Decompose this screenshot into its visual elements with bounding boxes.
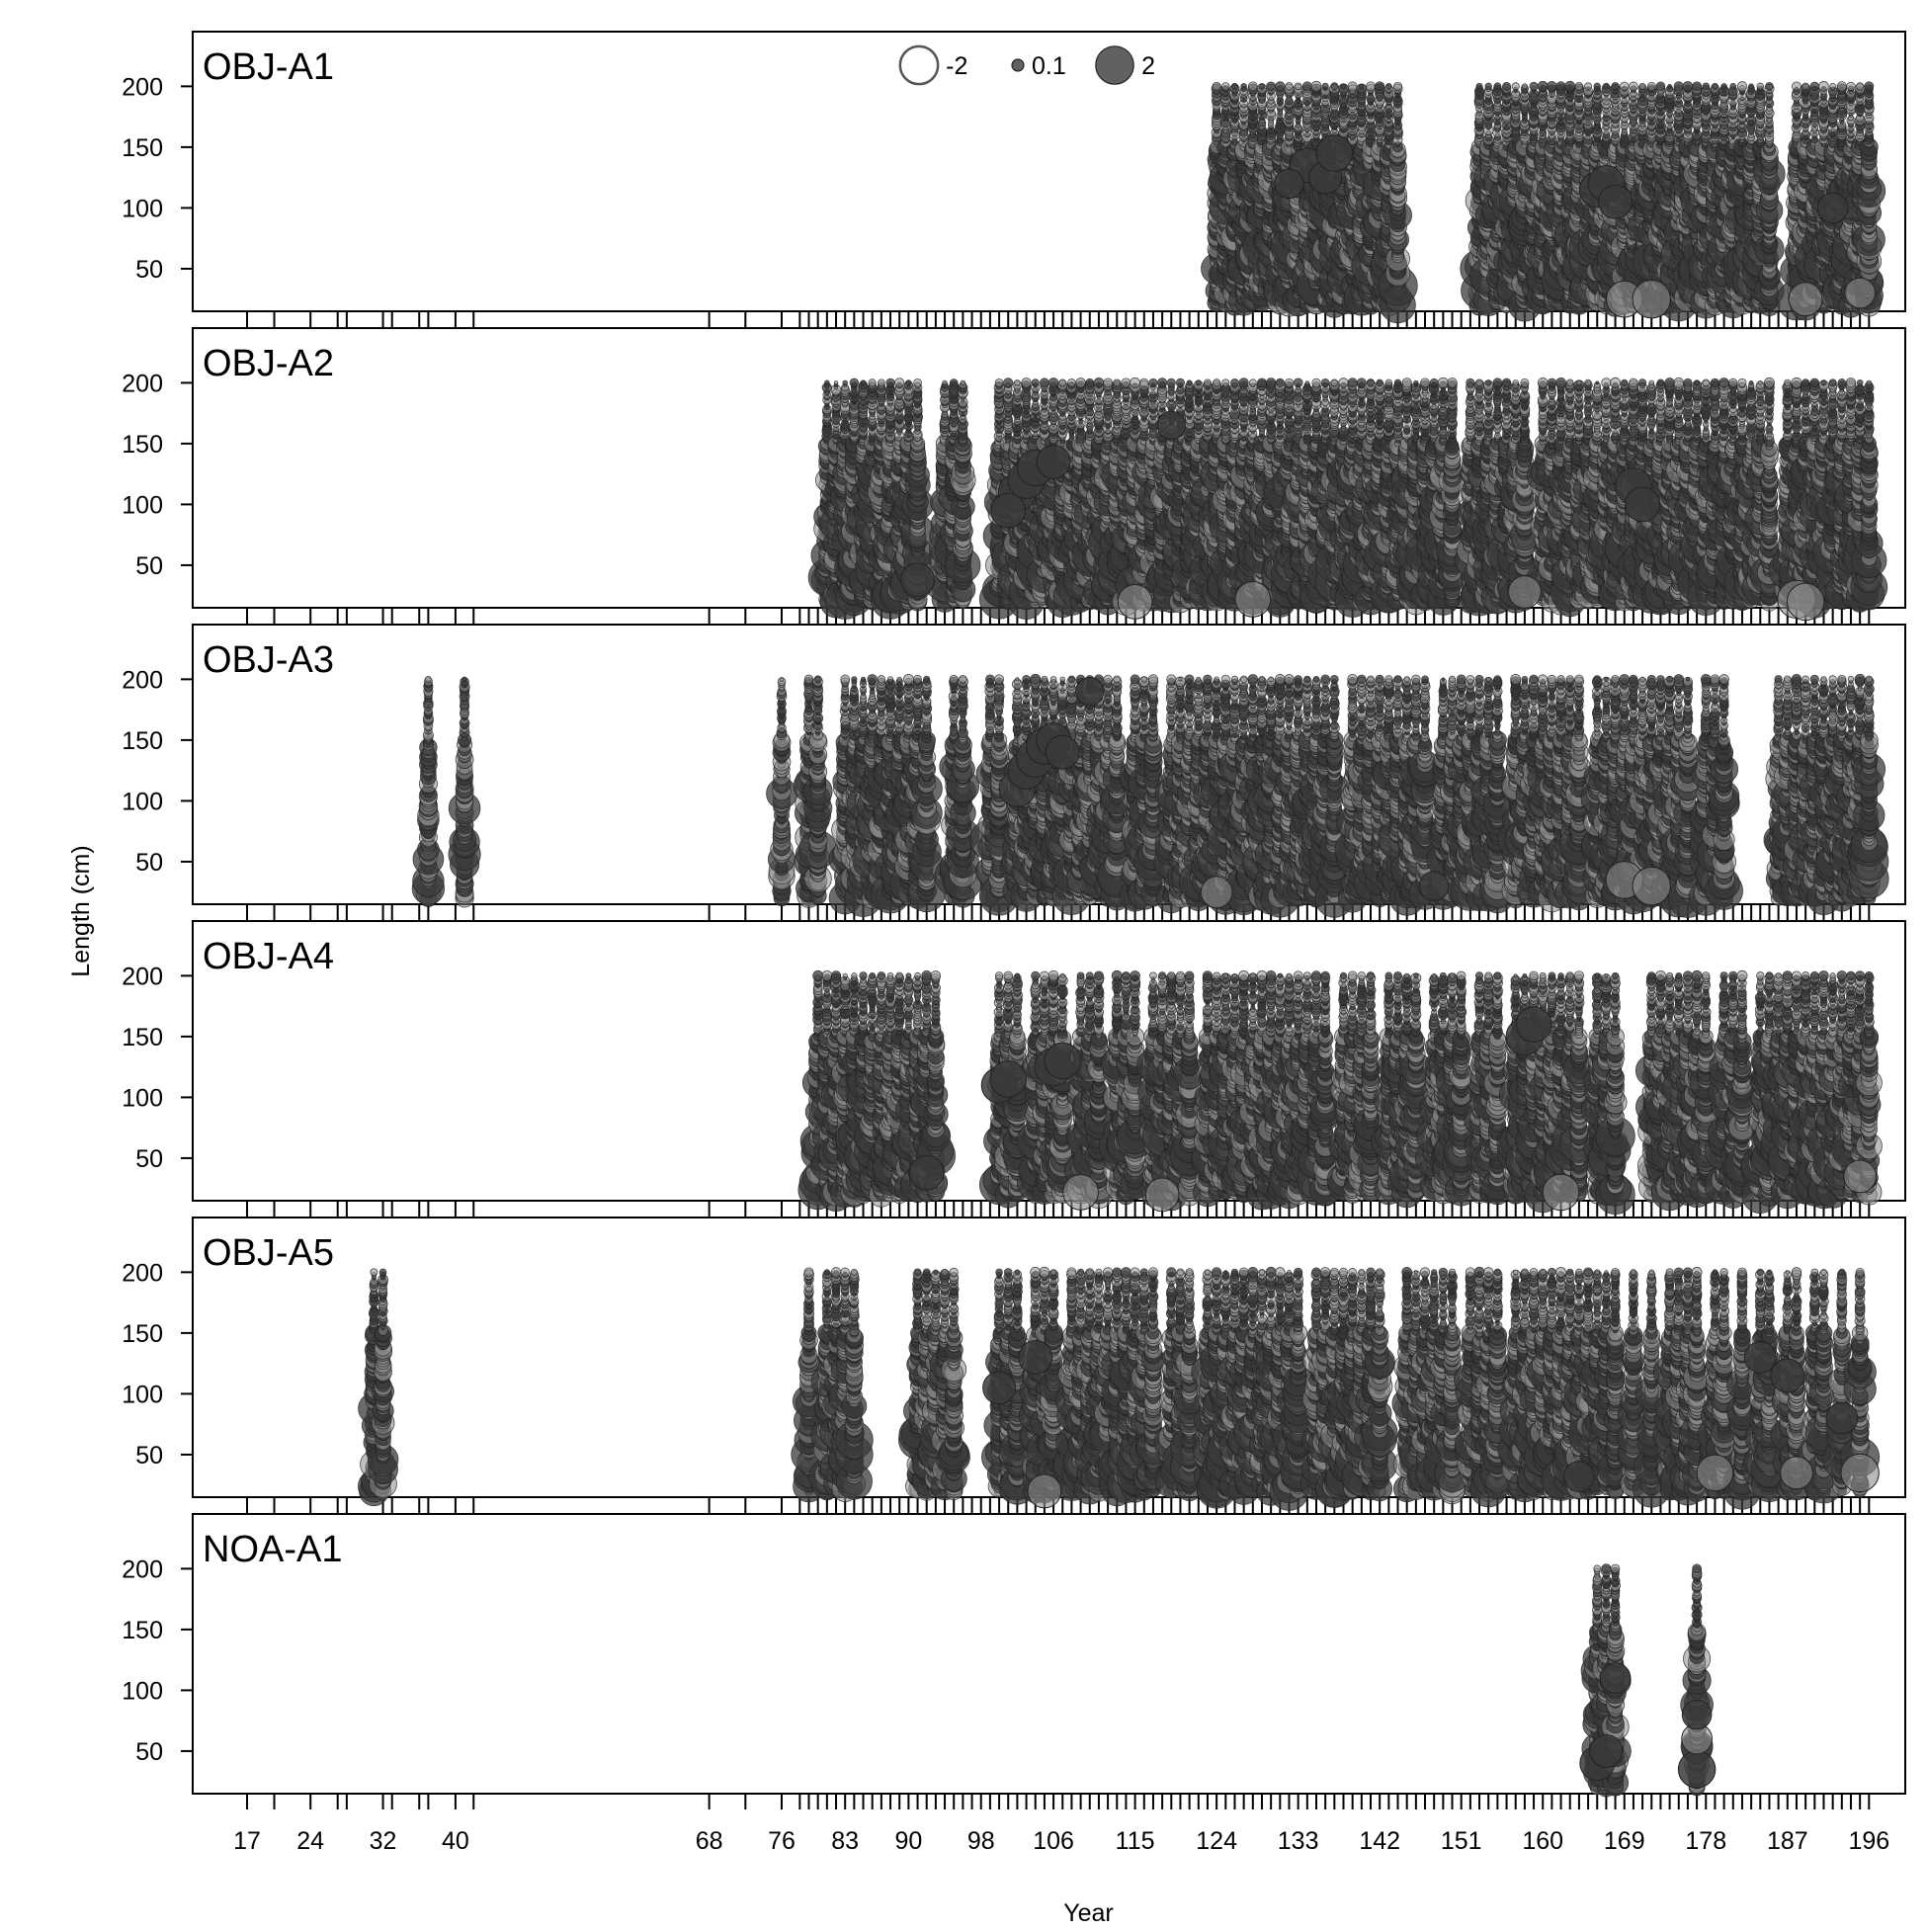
residual-bubble <box>1348 82 1357 91</box>
bubble-columns <box>1202 81 1885 322</box>
residual-bubble <box>1331 83 1338 90</box>
residual-bubble <box>1359 84 1364 89</box>
y-axis-title: Length (cm) <box>67 845 95 976</box>
y-tick-label: 50 <box>135 256 163 284</box>
residual-bubble <box>1231 83 1237 89</box>
residual-bubble <box>1302 82 1311 91</box>
residual-bubble <box>1267 82 1276 91</box>
residual-bubble <box>1476 83 1482 89</box>
residual-bubble <box>1221 82 1229 90</box>
residual-bubble <box>1311 81 1321 91</box>
residual-bubble <box>1241 83 1247 89</box>
residual-bubble <box>1494 83 1501 90</box>
residual-bubble <box>1248 82 1257 91</box>
residual-bubble <box>1376 82 1384 91</box>
residual-bubble <box>1502 82 1510 90</box>
residual-bubble <box>1393 82 1401 90</box>
residual-bubble <box>1322 83 1328 89</box>
panel-label: OBJ-A1 <box>203 46 334 88</box>
y-tick-label: 200 <box>122 73 163 101</box>
y-tick-label: 150 <box>122 134 163 162</box>
residual-bubble <box>1366 82 1375 91</box>
residual-bubble <box>1286 83 1294 91</box>
residual-bubble <box>1385 83 1391 89</box>
residual-bubble <box>1341 84 1346 89</box>
residual-bubble <box>1295 83 1301 90</box>
panel-obj-a1: OBJ-A1 50 100 150 200 <box>122 32 1905 327</box>
residual-bubble <box>1259 83 1265 89</box>
x-axis-title: Year <box>1063 1899 1114 1927</box>
residual-bubble <box>1213 82 1220 90</box>
residual-bubble <box>1485 83 1492 90</box>
y-tick-label: 100 <box>122 195 163 222</box>
residual-bubble <box>1276 82 1285 91</box>
